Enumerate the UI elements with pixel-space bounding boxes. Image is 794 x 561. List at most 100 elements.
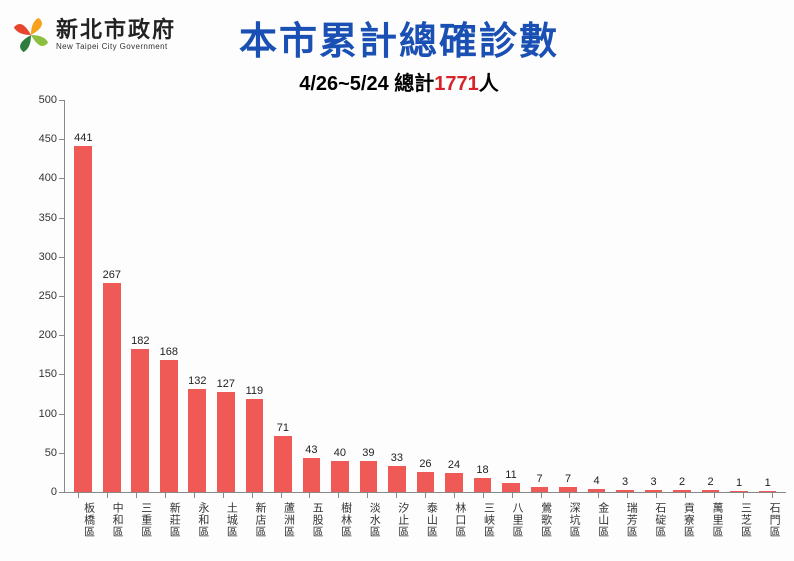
bar-rect	[673, 490, 691, 492]
x-tick-label: 土城區	[211, 493, 240, 543]
x-tick-label: 石碇區	[639, 493, 668, 543]
y-tick-label: 50	[45, 447, 65, 459]
bar-value-label: 168	[160, 346, 178, 358]
bar-rect	[730, 491, 748, 492]
x-tick-label: 新莊區	[154, 493, 183, 543]
x-tick-label: 石門區	[754, 493, 783, 543]
y-tick-label: 300	[39, 251, 65, 263]
bar-value-label: 3	[651, 476, 657, 488]
bar-slot: 127	[212, 100, 241, 492]
bar-rect	[645, 490, 663, 492]
bar-rect	[388, 466, 406, 492]
bar-rect	[502, 483, 520, 492]
bar-rect	[246, 399, 264, 492]
x-tick-label: 八里區	[496, 493, 525, 543]
bar-value-label: 39	[362, 447, 374, 459]
x-tick-label: 三重區	[125, 493, 154, 543]
chart-title: 本市累計總確診數	[176, 10, 622, 65]
bar-value-label: 119	[246, 385, 264, 397]
bar-slot: 182	[126, 100, 155, 492]
bar-slot: 267	[98, 100, 127, 492]
y-tick-label: 150	[39, 368, 65, 380]
x-tick-label: 深坑區	[554, 493, 583, 543]
x-tick-label: 永和區	[182, 493, 211, 543]
y-tick-label: 100	[39, 408, 65, 420]
bar-rect	[160, 360, 178, 492]
logo-text-cn: 新北市政府	[56, 19, 176, 41]
bar-slot: 39	[354, 100, 383, 492]
bar-value-label: 1	[765, 477, 771, 489]
x-tick-label: 林口區	[439, 493, 468, 543]
bar-rect	[217, 392, 235, 492]
x-tick-label: 貢寮區	[668, 493, 697, 543]
x-tick-label: 三峽區	[468, 493, 497, 543]
bar-rect	[474, 478, 492, 492]
bar-value-label: 7	[565, 473, 571, 485]
bar-rect	[588, 489, 606, 492]
x-tick-label: 萬里區	[696, 493, 725, 543]
bar-slot: 11	[497, 100, 526, 492]
bar-rect	[360, 461, 378, 492]
x-tick-label: 淡水區	[354, 493, 383, 543]
bar-value-label: 127	[217, 378, 235, 390]
bar-slot: 71	[269, 100, 298, 492]
bar-slot: 2	[668, 100, 697, 492]
bar-value-label: 43	[305, 444, 317, 456]
bar-value-label: 71	[277, 422, 289, 434]
bar-rect	[131, 349, 149, 492]
bar-slot: 43	[297, 100, 326, 492]
x-tick-label: 汐止區	[382, 493, 411, 543]
x-tick-label: 金山區	[582, 493, 611, 543]
bar-slot: 4	[582, 100, 611, 492]
x-tick-label: 蘆洲區	[268, 493, 297, 543]
bar-value-label: 33	[391, 452, 403, 464]
bar-slot: 441	[69, 100, 98, 492]
bar-rect	[331, 461, 349, 492]
bar-value-label: 2	[708, 476, 714, 488]
subtitle-prefix: 4/26~5/24 總計	[299, 73, 434, 95]
bar-chart: 4412671821681321271197143403933262418117…	[36, 100, 786, 543]
bar-value-label: 40	[334, 447, 346, 459]
bar-slot: 7	[525, 100, 554, 492]
plot-area: 4412671821681321271197143403933262418117…	[64, 100, 786, 493]
bar-value-label: 26	[419, 458, 431, 470]
bar-rect	[303, 458, 321, 492]
y-tick-label: 0	[51, 486, 65, 498]
logo-icon	[12, 16, 50, 54]
x-tick-label: 板橋區	[68, 493, 97, 543]
bar-slot: 119	[240, 100, 269, 492]
bar-rect	[188, 389, 206, 492]
bar-rect	[74, 146, 92, 492]
bar-slot: 40	[326, 100, 355, 492]
bar-rect	[616, 490, 634, 492]
x-tick-label: 鶯歌區	[525, 493, 554, 543]
bar-rect	[417, 472, 435, 492]
logo-text-en: New Taipei City Government	[56, 43, 176, 51]
bar-slot: 24	[440, 100, 469, 492]
bar-rect	[559, 487, 577, 492]
bar-value-label: 4	[593, 475, 599, 487]
x-tick-label: 新店區	[239, 493, 268, 543]
bar-value-label: 3	[622, 476, 628, 488]
subtitle-suffix: 人	[479, 73, 499, 95]
y-tick-label: 350	[39, 212, 65, 224]
bar-slot: 3	[639, 100, 668, 492]
bar-rect	[445, 473, 463, 492]
bar-slot: 1	[725, 100, 754, 492]
x-tick-label: 瑞芳區	[611, 493, 640, 543]
bar-value-label: 267	[103, 269, 121, 281]
gov-logo: 新北市政府 New Taipei City Government	[12, 16, 176, 54]
y-tick-label: 250	[39, 290, 65, 302]
x-tick-label: 泰山區	[411, 493, 440, 543]
bar-value-label: 18	[476, 464, 488, 476]
bar-rect	[759, 491, 777, 492]
bar-rect	[531, 487, 549, 492]
bar-value-label: 11	[505, 469, 516, 481]
bar-slot: 18	[468, 100, 497, 492]
bar-value-label: 132	[188, 375, 206, 387]
bar-rect	[702, 490, 720, 492]
bar-slot: 168	[155, 100, 184, 492]
bar-value-label: 1	[736, 477, 742, 489]
x-tick-label: 樹林區	[325, 493, 354, 543]
bar-slot: 7	[554, 100, 583, 492]
